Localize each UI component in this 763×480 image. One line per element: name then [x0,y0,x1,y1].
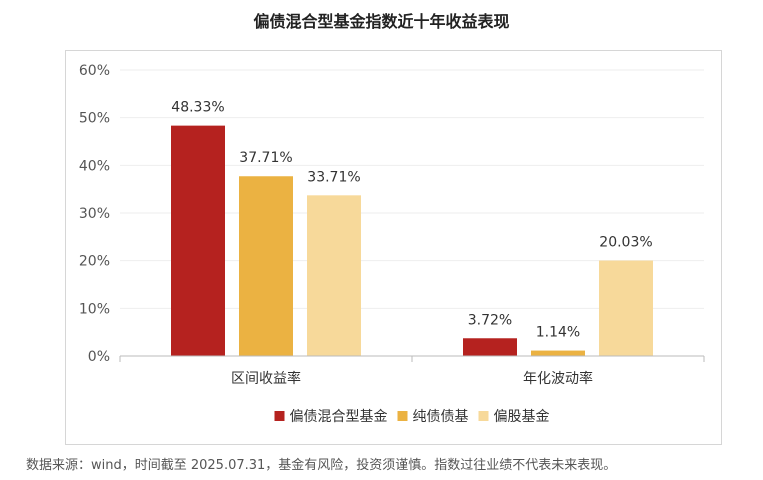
chart-frame [65,50,722,445]
y-tick-label: 10% [79,301,110,317]
legend-swatch [397,411,408,421]
legend-label: 偏债混合型基金 [290,408,388,425]
y-tick-label: 20% [79,254,110,270]
legend-label: 偏股基金 [494,408,550,425]
data-label: 37.71% [239,150,292,166]
legend: 偏债混合型基金 纯债债基 偏股基金 [274,408,550,425]
bar [599,260,653,356]
y-tick-label: 60% [79,63,110,79]
bar [307,195,361,356]
y-tick-label: 50% [79,111,110,127]
legend-label: 纯债债基 [413,408,469,425]
data-label: 48.33% [171,100,224,116]
data-label: 33.71% [307,169,360,185]
x-category-label: 区间收益率 [231,370,301,387]
bars [171,125,653,356]
y-tick-label: 30% [79,206,110,222]
source-note: 数据来源：wind，时间截至 2025.07.31，基金有风险，投资须谨慎。指数… [26,458,617,473]
bar [531,350,585,356]
data-label: 3.72% [468,312,512,328]
y-tick-label: 0% [88,349,110,365]
bar [171,125,225,356]
x-axis: 区间收益率 年化波动率 [119,355,705,387]
data-label: 20.03% [599,235,652,251]
x-category-label: 年化波动率 [523,370,593,387]
bar [463,338,517,356]
y-tick-label: 40% [79,158,110,174]
legend-swatch [274,411,285,421]
chart-title: 偏债混合型基金指数近十年收益表现 [253,12,510,31]
value-labels: 48.33% 37.71% 33.71% 3.72% 1.14% 20.03% [171,100,652,341]
y-axis-ticks: 0% 10% 20% 30% 40% 50% 60% [79,63,110,365]
bar [239,176,293,356]
legend-swatch [478,411,489,421]
data-label: 1.14% [536,325,580,341]
